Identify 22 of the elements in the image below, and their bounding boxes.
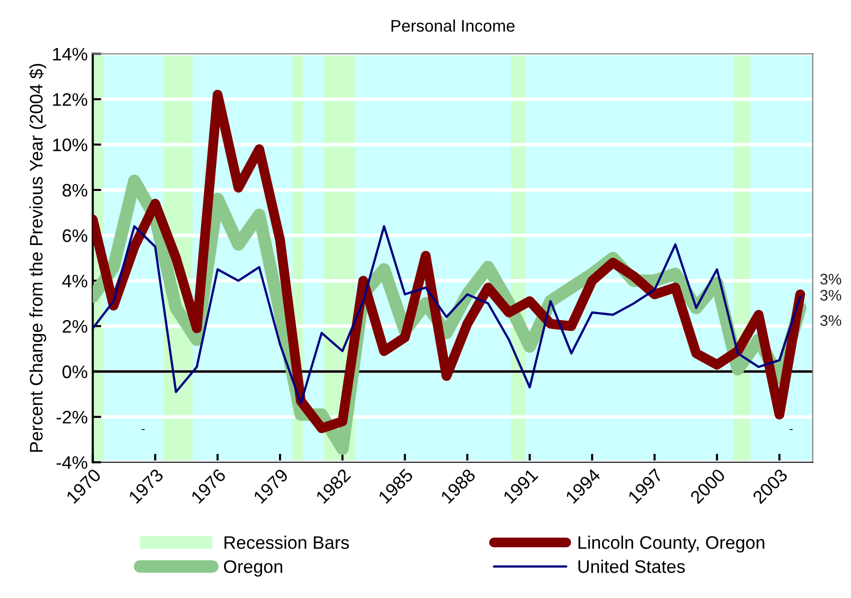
y-tick-label: 6%	[62, 229, 88, 242]
data-label: 3%	[820, 274, 842, 285]
line-series	[92, 225, 802, 404]
legend-label: Oregon	[224, 560, 282, 577]
data-label: 3%	[820, 290, 842, 301]
y-tick-label: 14%	[53, 48, 88, 60]
y-axis-title: Percent Change from the Previous Year (2004 $)	[29, 64, 46, 452]
annotation: -	[790, 429, 793, 430]
y-tick-label: 8%	[62, 184, 88, 197]
chart-title: Personal Income	[392, 20, 515, 32]
y-tick-label: 12%	[53, 93, 88, 106]
y-tick-label: -2%	[56, 410, 88, 424]
y-tick-label: 10%	[53, 138, 88, 152]
annotation: -	[142, 429, 145, 430]
legend-label: Recession Bars	[224, 536, 349, 549]
legend-label: United States	[578, 560, 685, 573]
y-tick-label: 0%	[62, 365, 88, 378]
data-label: 3%	[820, 315, 842, 326]
y-tick-label: 4%	[62, 274, 88, 288]
legend-label: Lincoln County, Oregon	[578, 536, 764, 553]
y-tick-label: -4%	[56, 456, 88, 469]
y-tick-label: 2%	[62, 320, 88, 333]
